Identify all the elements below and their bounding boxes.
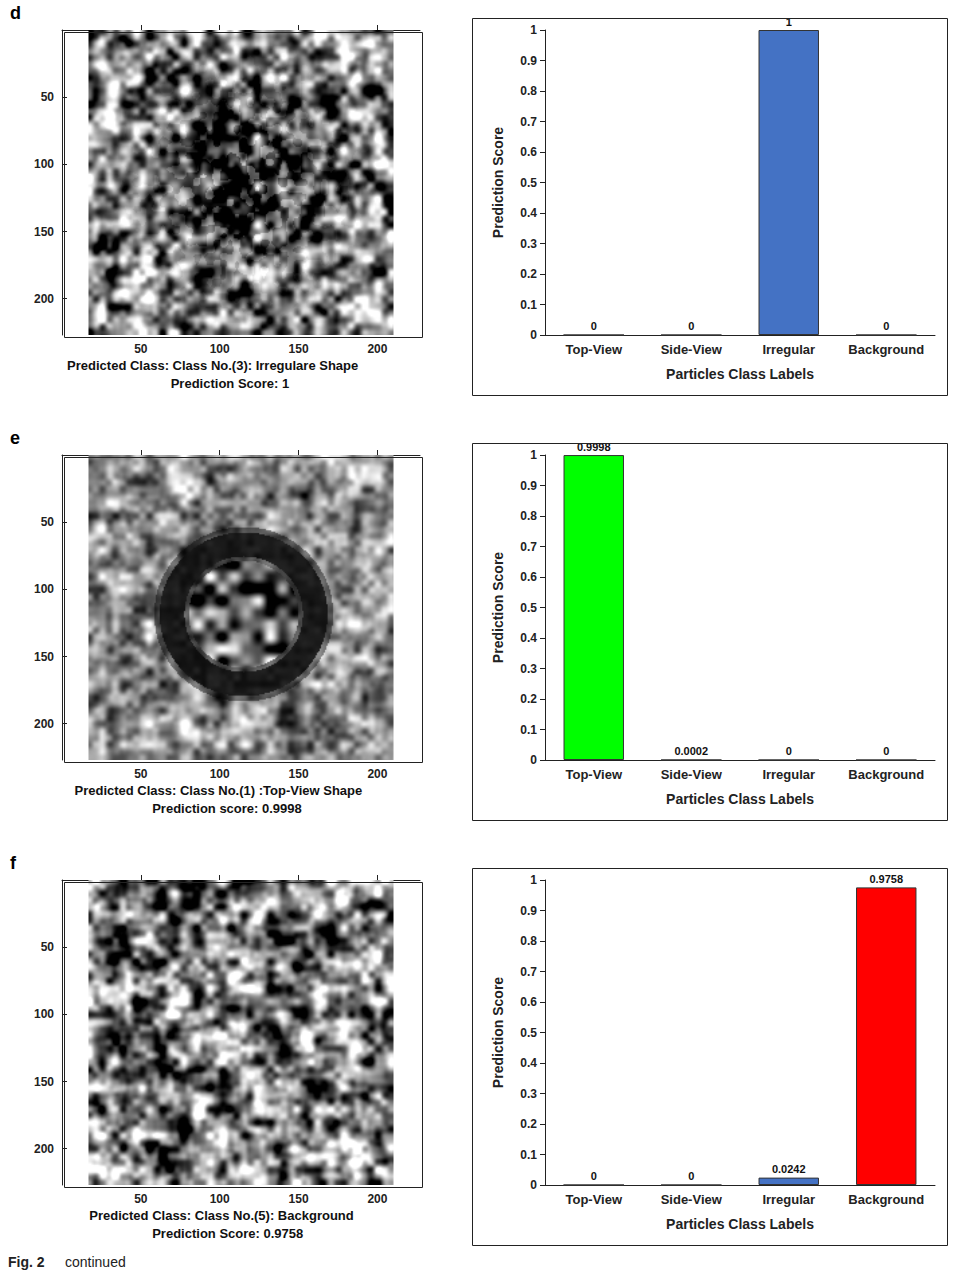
- svg-text:0.2: 0.2: [520, 692, 537, 706]
- svg-text:0.6: 0.6: [520, 995, 537, 1009]
- svg-text:200: 200: [34, 292, 54, 306]
- svg-text:Top-View: Top-View: [565, 342, 622, 357]
- svg-text:Irregular: Irregular: [762, 342, 815, 357]
- svg-text:0.7: 0.7: [520, 115, 537, 129]
- svg-text:Prediction Score: 1: Prediction Score: 1: [171, 376, 289, 391]
- svg-text:Prediction Score: Prediction Score: [490, 127, 506, 238]
- svg-text:100: 100: [210, 342, 230, 356]
- svg-text:0.4: 0.4: [520, 206, 537, 220]
- svg-text:0.9: 0.9: [520, 54, 537, 68]
- svg-text:Irregular: Irregular: [762, 1192, 815, 1207]
- svg-text:continued: continued: [65, 1254, 126, 1270]
- svg-text:50: 50: [134, 342, 148, 356]
- svg-text:0.3: 0.3: [520, 237, 537, 251]
- svg-text:50: 50: [41, 515, 55, 529]
- svg-text:200: 200: [34, 1142, 54, 1156]
- svg-text:0.6: 0.6: [520, 145, 537, 159]
- svg-text:50: 50: [134, 767, 148, 781]
- svg-text:Particles Class Labels: Particles Class Labels: [666, 1216, 814, 1232]
- svg-text:Irregular: Irregular: [762, 767, 815, 782]
- svg-text:Predicted Class: Class No.(5):: Predicted Class: Class No.(5): Backgroun…: [89, 1208, 353, 1223]
- svg-text:Prediction Score: Prediction Score: [490, 552, 506, 663]
- svg-text:e: e: [10, 428, 20, 448]
- svg-text:Side-View: Side-View: [661, 1192, 723, 1207]
- svg-text:0: 0: [883, 320, 889, 332]
- svg-text:200: 200: [367, 767, 387, 781]
- svg-text:Side-View: Side-View: [661, 767, 723, 782]
- svg-text:Side-View: Side-View: [661, 342, 723, 357]
- svg-text:Background: Background: [848, 767, 924, 782]
- svg-text:200: 200: [367, 342, 387, 356]
- svg-text:0: 0: [530, 753, 537, 767]
- svg-text:0.7: 0.7: [520, 965, 537, 979]
- svg-text:1: 1: [530, 448, 537, 462]
- svg-text:d: d: [10, 3, 21, 23]
- svg-text:100: 100: [210, 767, 230, 781]
- svg-text:0.5: 0.5: [520, 1026, 537, 1040]
- svg-text:0.5: 0.5: [520, 176, 537, 190]
- svg-text:Prediction Score: Prediction Score: [490, 977, 506, 1088]
- svg-text:0.9: 0.9: [520, 479, 537, 493]
- svg-text:0.4: 0.4: [520, 1056, 537, 1070]
- svg-text:0.9758: 0.9758: [869, 873, 903, 885]
- svg-text:0.1: 0.1: [520, 723, 537, 737]
- svg-text:50: 50: [134, 1192, 148, 1206]
- svg-text:0.3: 0.3: [520, 1087, 537, 1101]
- svg-text:150: 150: [34, 225, 54, 239]
- svg-text:Fig. 2: Fig. 2: [8, 1254, 45, 1270]
- svg-text:0: 0: [530, 1178, 537, 1192]
- svg-text:Particles Class Labels: Particles Class Labels: [666, 791, 814, 807]
- svg-text:100: 100: [34, 582, 54, 596]
- svg-text:f: f: [10, 853, 17, 873]
- svg-text:Top-View: Top-View: [565, 767, 622, 782]
- svg-text:0.0002: 0.0002: [674, 745, 708, 757]
- svg-text:150: 150: [34, 650, 54, 664]
- svg-text:1: 1: [530, 873, 537, 887]
- svg-text:0.9: 0.9: [520, 904, 537, 918]
- svg-text:150: 150: [289, 767, 309, 781]
- svg-text:Background: Background: [848, 342, 924, 357]
- svg-text:0: 0: [688, 320, 694, 332]
- svg-text:Predicted Class: Class No.(3):: Predicted Class: Class No.(3): Irregular…: [67, 358, 358, 373]
- svg-text:100: 100: [34, 1007, 54, 1021]
- svg-text:0.8: 0.8: [520, 934, 537, 948]
- svg-text:0.8: 0.8: [520, 509, 537, 523]
- svg-text:0.3: 0.3: [520, 662, 537, 676]
- svg-text:Prediction score: 0.9998: Prediction score: 0.9998: [152, 801, 302, 816]
- svg-text:50: 50: [41, 90, 55, 104]
- svg-text:Predicted Class: Class No.(1): Predicted Class: Class No.(1) :Top-View …: [75, 783, 363, 798]
- svg-text:100: 100: [34, 157, 54, 171]
- svg-text:0.5: 0.5: [520, 601, 537, 615]
- svg-text:0.6: 0.6: [520, 570, 537, 584]
- svg-text:0: 0: [530, 328, 537, 342]
- svg-text:150: 150: [289, 342, 309, 356]
- svg-text:150: 150: [34, 1075, 54, 1089]
- svg-text:Background: Background: [848, 1192, 924, 1207]
- svg-text:150: 150: [289, 1192, 309, 1206]
- svg-text:1: 1: [530, 23, 537, 37]
- svg-text:200: 200: [367, 1192, 387, 1206]
- svg-text:0.7: 0.7: [520, 540, 537, 554]
- svg-text:0: 0: [688, 1170, 694, 1182]
- svg-text:0: 0: [591, 1170, 597, 1182]
- svg-text:0.0242: 0.0242: [772, 1163, 806, 1175]
- svg-text:1: 1: [786, 16, 792, 28]
- svg-text:Particles Class Labels: Particles Class Labels: [666, 366, 814, 382]
- svg-text:Top-View: Top-View: [565, 1192, 622, 1207]
- svg-text:200: 200: [34, 717, 54, 731]
- svg-text:0.8: 0.8: [520, 84, 537, 98]
- svg-text:0.4: 0.4: [520, 631, 537, 645]
- svg-text:0.2: 0.2: [520, 1117, 537, 1131]
- svg-text:100: 100: [210, 1192, 230, 1206]
- svg-text:0.9998: 0.9998: [577, 441, 611, 453]
- svg-text:0.2: 0.2: [520, 267, 537, 281]
- svg-text:0.1: 0.1: [520, 1148, 537, 1162]
- svg-text:0: 0: [883, 745, 889, 757]
- svg-text:Prediction Score: 0.9758: Prediction Score: 0.9758: [152, 1226, 303, 1241]
- svg-text:0: 0: [591, 320, 597, 332]
- svg-text:50: 50: [41, 940, 55, 954]
- svg-text:0: 0: [786, 745, 792, 757]
- svg-text:0.1: 0.1: [520, 298, 537, 312]
